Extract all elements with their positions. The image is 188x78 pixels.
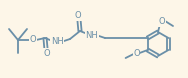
Text: O: O	[30, 35, 36, 45]
Text: O: O	[75, 11, 81, 21]
Text: O: O	[44, 49, 50, 57]
Text: O: O	[133, 50, 140, 58]
Text: O: O	[159, 17, 165, 27]
Text: NH: NH	[51, 38, 63, 46]
Text: NH: NH	[86, 30, 98, 39]
